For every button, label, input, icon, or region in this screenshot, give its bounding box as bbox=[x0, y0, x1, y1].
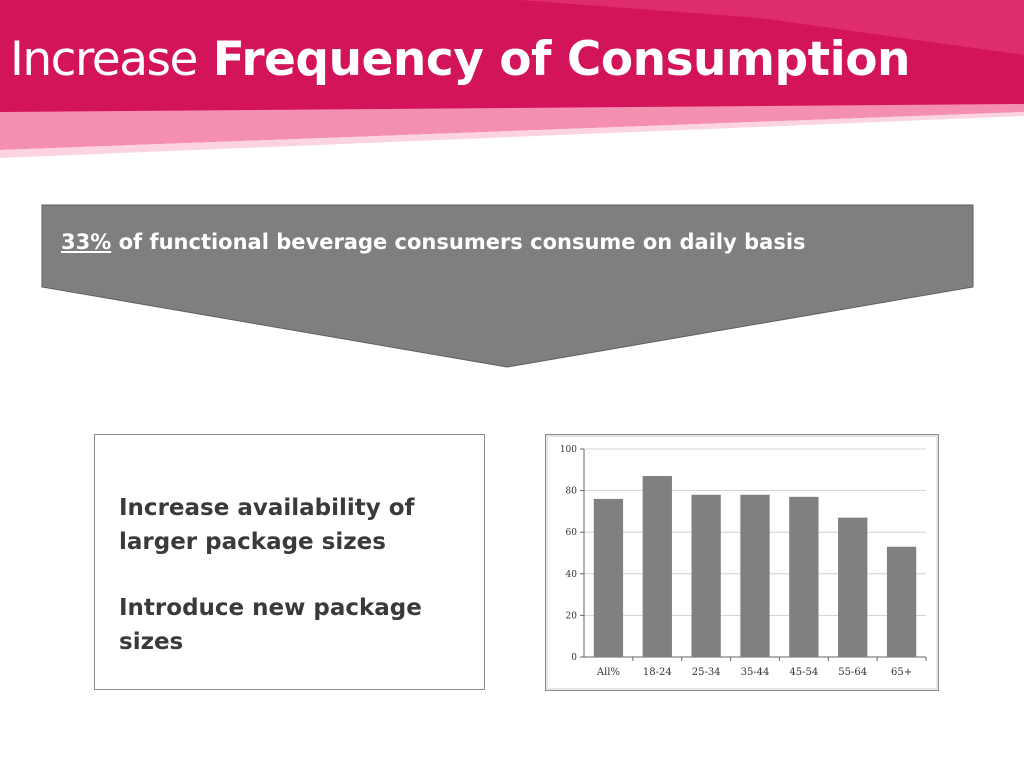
x-category-label: 18-24 bbox=[643, 667, 672, 678]
bar bbox=[691, 494, 721, 657]
header-background bbox=[0, 0, 1024, 158]
callout-arrow-shape bbox=[41, 204, 974, 368]
recommendation-item: Increase availability of larger package … bbox=[119, 495, 415, 555]
title-bold: Frequency of Consumption bbox=[212, 32, 911, 87]
y-tick-label: 60 bbox=[566, 528, 578, 538]
chart-canvas: 0 20 40 60 80 100 All% 18-24 25-34 35-44 45-54 55-6… bbox=[560, 445, 927, 678]
y-tick-label: 0 bbox=[571, 653, 577, 663]
x-category-label: 25-34 bbox=[692, 667, 721, 678]
x-category-label: All% bbox=[596, 667, 620, 678]
age-bar-chart: 0 20 40 60 80 100 All% 18-24 25-34 35-44 45-54 55-6… bbox=[545, 434, 939, 691]
y-tick-label: 40 bbox=[566, 570, 578, 580]
recommendation-item: Introduce new package sizes bbox=[119, 595, 422, 655]
y-tick-label: 20 bbox=[566, 611, 578, 621]
x-category-label: 65+ bbox=[891, 667, 912, 678]
x-category-label: 35-44 bbox=[741, 667, 770, 678]
bar bbox=[642, 476, 672, 657]
x-category-label: 55-64 bbox=[838, 667, 867, 678]
y-tick-label: 80 bbox=[566, 487, 578, 497]
recommendations-box: Increase availability of larger package … bbox=[94, 434, 485, 690]
header-banner: Increase Frequency of Consumption bbox=[0, 0, 1024, 160]
title-regular: Increase bbox=[10, 32, 198, 87]
y-tick-label: 100 bbox=[560, 445, 577, 455]
bar bbox=[789, 496, 819, 657]
bar bbox=[886, 546, 917, 657]
page-title: Increase Frequency of Consumption bbox=[10, 22, 910, 98]
callout-text: 33% of functional beverage consumers con… bbox=[61, 230, 961, 254]
bar bbox=[593, 498, 624, 657]
bar bbox=[740, 494, 770, 657]
callout-percentage: 33% bbox=[61, 230, 112, 254]
stat-callout-arrow: 33% of functional beverage consumers con… bbox=[41, 204, 974, 368]
bar bbox=[838, 517, 868, 657]
callout-description: of functional beverage consumers consume… bbox=[118, 230, 806, 254]
x-category-label: 45-54 bbox=[789, 667, 818, 678]
